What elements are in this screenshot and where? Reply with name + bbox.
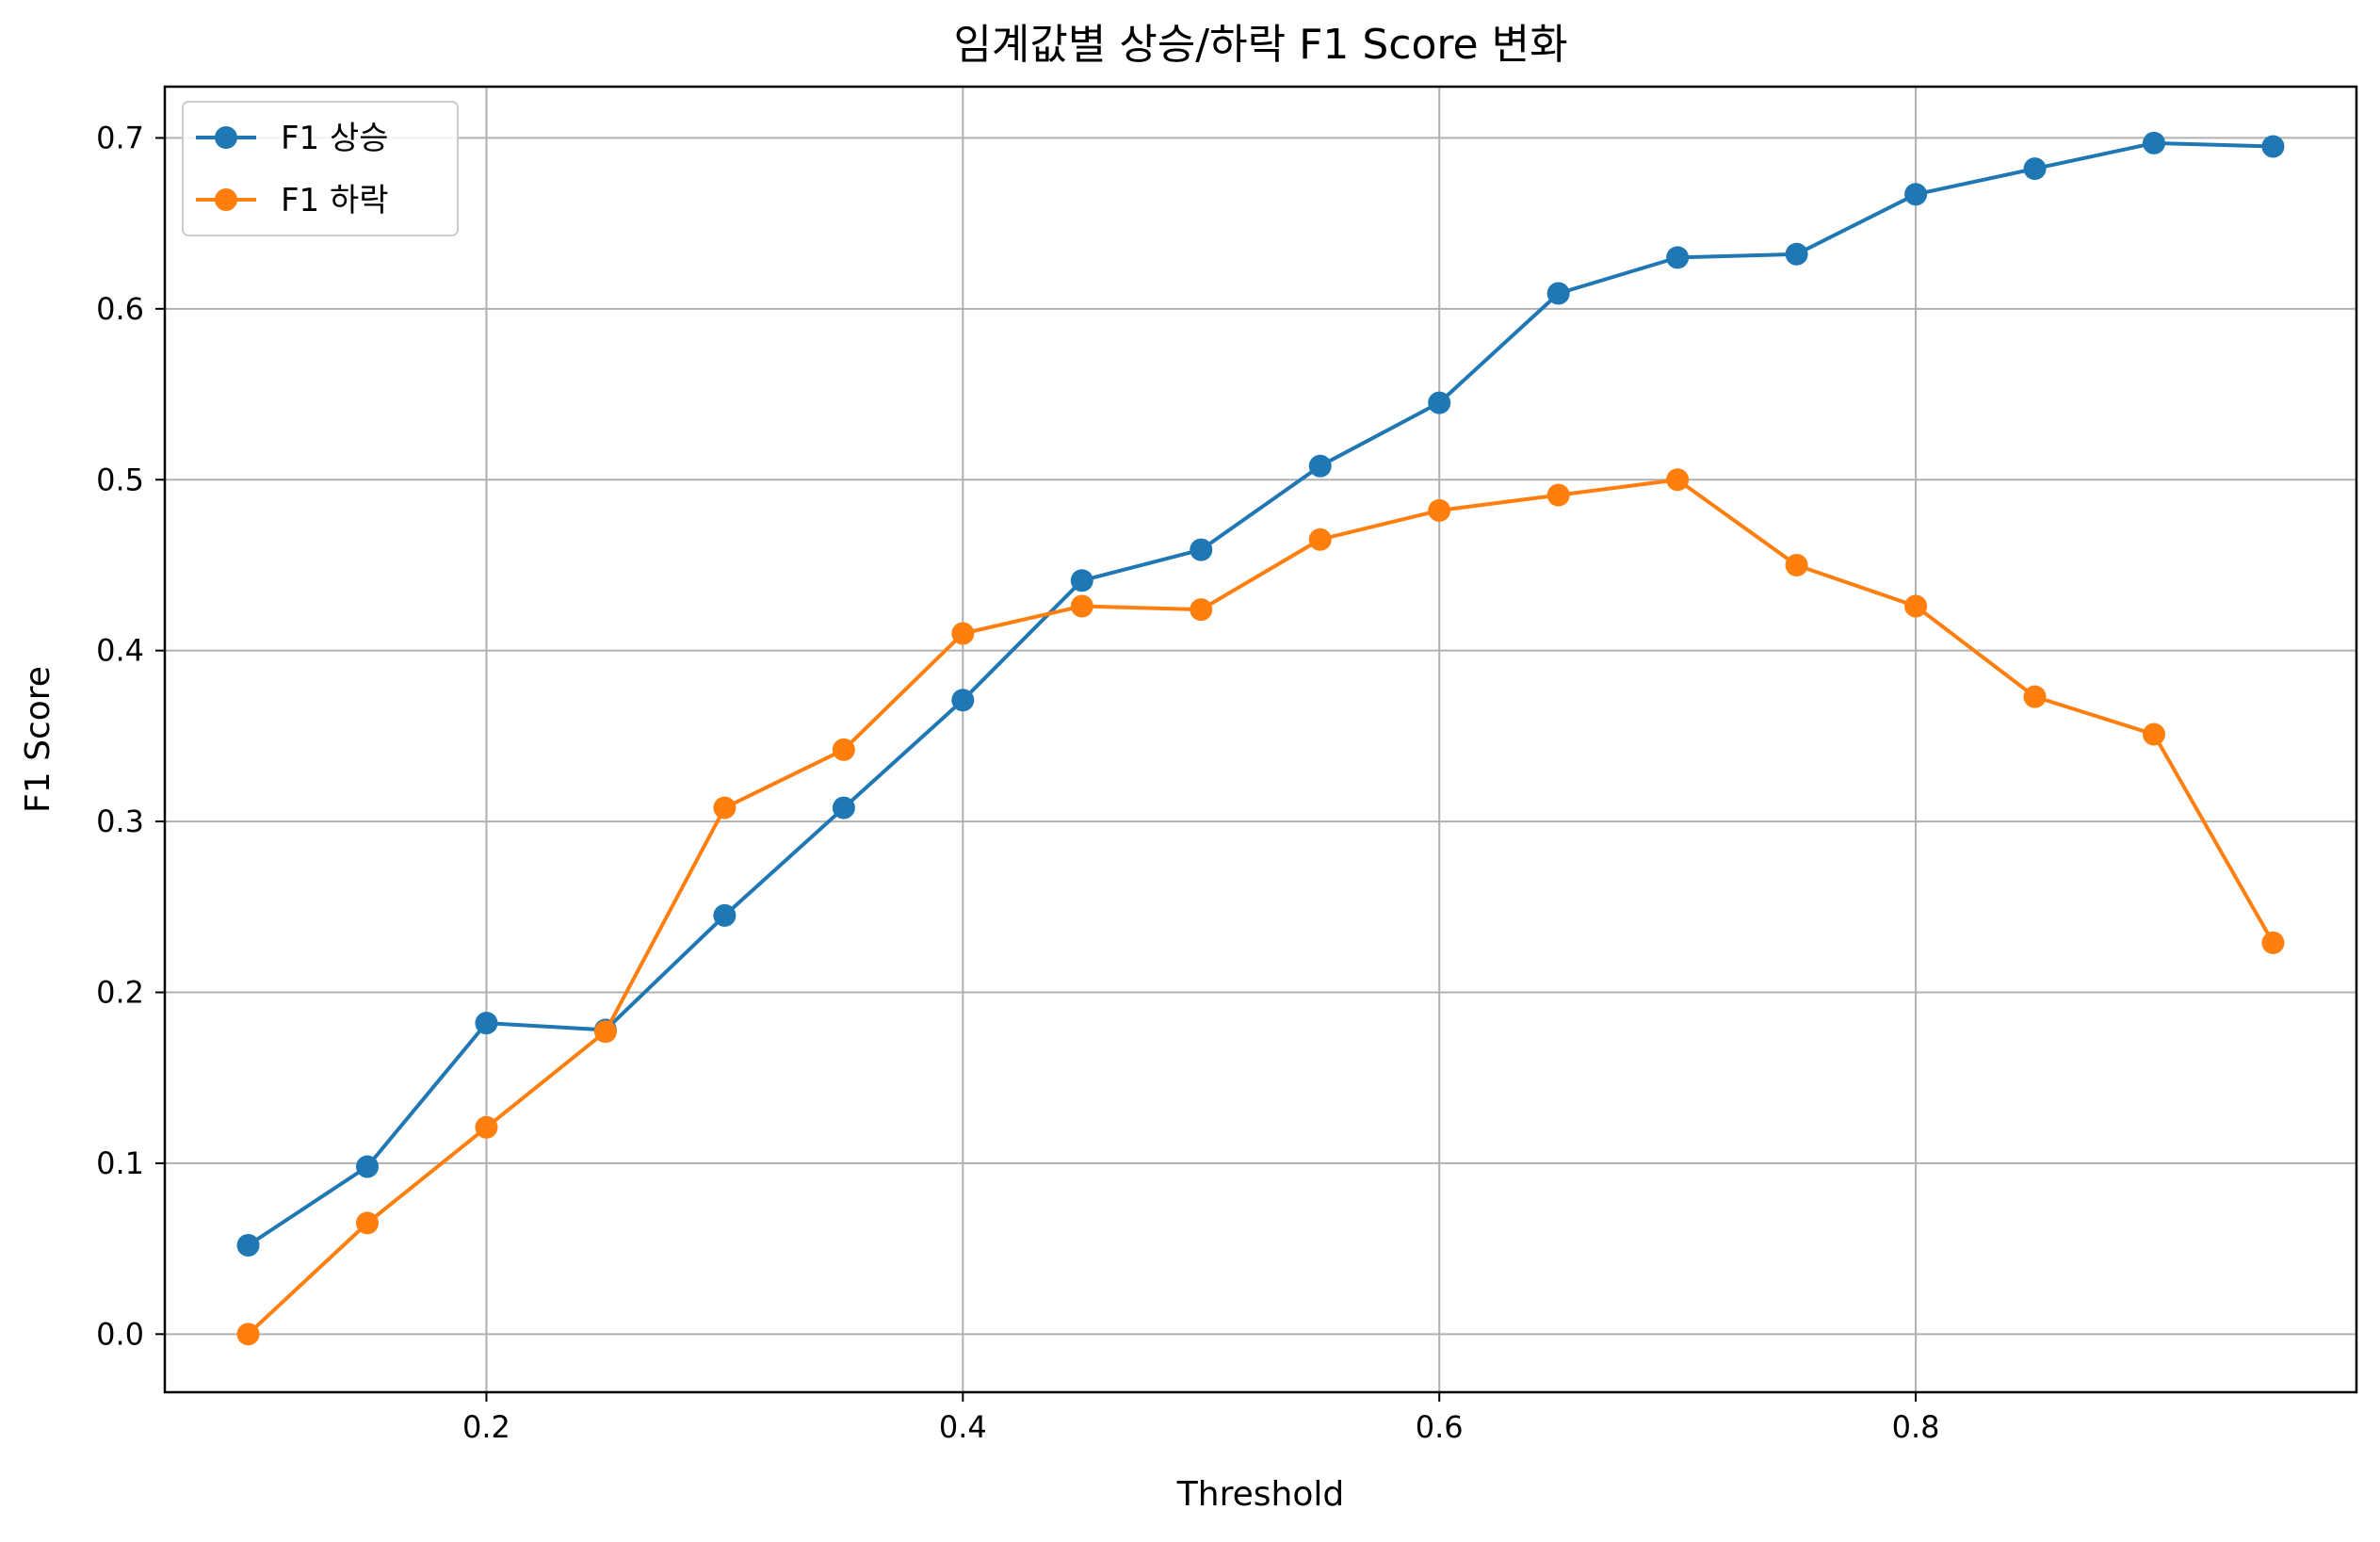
data-point <box>2261 931 2285 954</box>
chart-title: 임계값별 상승/하락 F1 Score 변화 <box>953 21 1567 69</box>
data-point <box>2143 131 2166 154</box>
y-tick-label: 0.3 <box>96 803 144 839</box>
data-point <box>475 1012 498 1035</box>
data-point <box>1904 183 1928 206</box>
data-point <box>713 903 737 927</box>
y-tick-label: 0.1 <box>96 1145 144 1181</box>
data-point <box>1546 282 1570 305</box>
data-point <box>355 1211 379 1235</box>
data-point <box>1308 528 1332 551</box>
plot-frame <box>163 85 2358 1394</box>
data-point <box>236 1323 260 1346</box>
data-point <box>713 796 737 820</box>
data-point <box>1428 498 1451 522</box>
data-point <box>832 796 855 820</box>
series-line <box>247 478 2275 1336</box>
data-point <box>1070 569 1093 592</box>
data-point <box>475 1115 498 1139</box>
data-point <box>951 689 975 712</box>
legend-item: F1 하락 <box>196 182 389 219</box>
legend-item: F1 상승 <box>196 120 389 157</box>
data-point <box>1070 594 1093 618</box>
y-tick-label: 0.7 <box>96 120 144 155</box>
data-point <box>1785 553 1808 576</box>
x-axis-title: Threshold <box>1176 1475 1344 1514</box>
data-point <box>1190 538 1213 561</box>
data-point <box>2023 685 2047 708</box>
data-point <box>832 738 855 761</box>
data-point <box>1904 594 1928 618</box>
data-point <box>951 622 975 645</box>
x-tick-label: 0.8 <box>1892 1409 1940 1445</box>
x-tick-label: 0.4 <box>939 1409 987 1445</box>
data-point <box>1546 483 1570 507</box>
series-1 <box>236 131 2285 1257</box>
legend-marker <box>215 126 237 149</box>
data-point <box>1666 468 1690 492</box>
series-layer <box>236 131 2285 1346</box>
data-point <box>2261 135 2285 158</box>
data-point <box>1666 246 1690 269</box>
legend-marker <box>215 188 237 211</box>
data-point <box>1428 391 1451 414</box>
x-tick-label: 0.6 <box>1416 1409 1464 1445</box>
data-point <box>236 1233 260 1257</box>
y-tick-label: 0.2 <box>96 974 144 1010</box>
data-point <box>1190 598 1213 622</box>
legend: F1 상승 F1 하락 <box>182 101 459 236</box>
legend-label: F1 상승 <box>281 120 389 157</box>
y-tick-label: 0.5 <box>96 462 144 497</box>
y-tick-label: 0.0 <box>96 1316 144 1352</box>
data-point <box>1785 242 1808 266</box>
grid <box>165 87 2356 1392</box>
axis-ticks: 0.2 0.4 0.6 0.8 0.0 0.1 0.2 0.3 0.4 0.5 0.6 0.7 <box>96 120 1939 1445</box>
y-axis-title: F1 Score <box>19 666 57 813</box>
data-point <box>593 1020 617 1044</box>
legend-box <box>182 101 459 236</box>
series-2 <box>236 468 2285 1346</box>
legend-label: F1 하락 <box>281 182 389 219</box>
x-tick-label: 0.2 <box>462 1409 510 1445</box>
series-line <box>247 140 2274 1247</box>
y-tick-label: 0.4 <box>96 633 144 669</box>
data-point <box>2023 157 2047 181</box>
data-point <box>2143 722 2166 746</box>
y-tick-label: 0.6 <box>96 291 144 327</box>
data-point <box>355 1155 379 1178</box>
data-point <box>1308 454 1332 478</box>
